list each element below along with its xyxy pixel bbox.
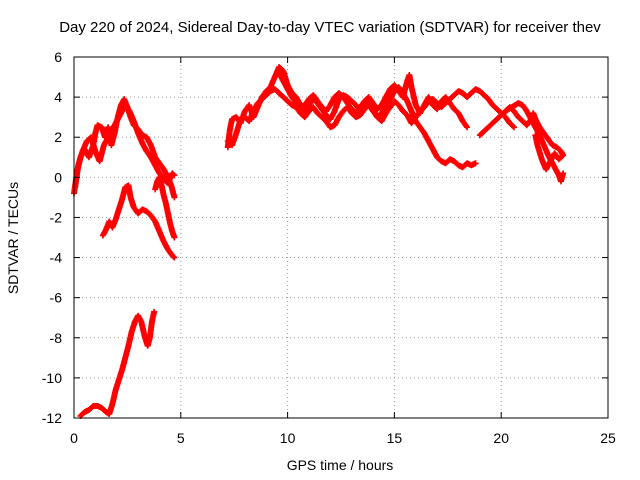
data-point-marker	[511, 124, 518, 131]
data-point-marker	[509, 123, 516, 130]
y-tick-label: -12	[42, 410, 62, 426]
data-point-marker	[171, 234, 178, 241]
data-layer	[71, 64, 567, 419]
data-point-marker	[170, 171, 177, 178]
y-axis-label: SDTVAR / TECUs	[5, 182, 21, 294]
x-axis-label: GPS time / hours	[287, 457, 394, 473]
x-tick-label: 20	[493, 430, 509, 446]
data-point-marker	[151, 308, 158, 315]
data-point-marker	[171, 194, 178, 201]
data-point-marker	[464, 124, 471, 131]
x-tick-label: 0	[70, 430, 78, 446]
y-tick-label: 2	[54, 129, 62, 145]
y-tick-label: -6	[50, 290, 63, 306]
y-tick-label: -4	[50, 250, 63, 266]
x-tick-label: 25	[600, 430, 616, 446]
y-tick-label: -2	[50, 209, 63, 225]
data-point-marker	[560, 170, 567, 177]
series-track-4	[152, 174, 178, 241]
x-tick-label: 15	[387, 430, 403, 446]
x-tick-label: 5	[177, 430, 185, 446]
x-tick-label: 10	[280, 430, 296, 446]
y-tick-label: 6	[54, 49, 62, 65]
data-point-marker	[472, 160, 479, 167]
y-tick-label: 0	[54, 169, 62, 185]
data-point-marker	[171, 254, 178, 261]
y-tick-label: 4	[54, 89, 62, 105]
series-track-10	[502, 104, 567, 173]
data-point-marker	[170, 253, 177, 260]
data-point-marker	[171, 172, 178, 179]
y-tick-label: -8	[50, 330, 63, 346]
series-track-9	[476, 100, 567, 185]
y-tick-label: -10	[42, 370, 62, 386]
chart-title: Day 220 of 2024, Sidereal Day-to-day VTE…	[59, 19, 601, 36]
data-point-marker	[532, 132, 539, 139]
series-track-8	[276, 70, 471, 131]
plot-frame	[73, 56, 609, 419]
series-track-2	[72, 102, 178, 191]
axis-ticks	[73, 56, 609, 419]
series-track-3	[99, 182, 178, 261]
series-track-5	[77, 308, 158, 419]
